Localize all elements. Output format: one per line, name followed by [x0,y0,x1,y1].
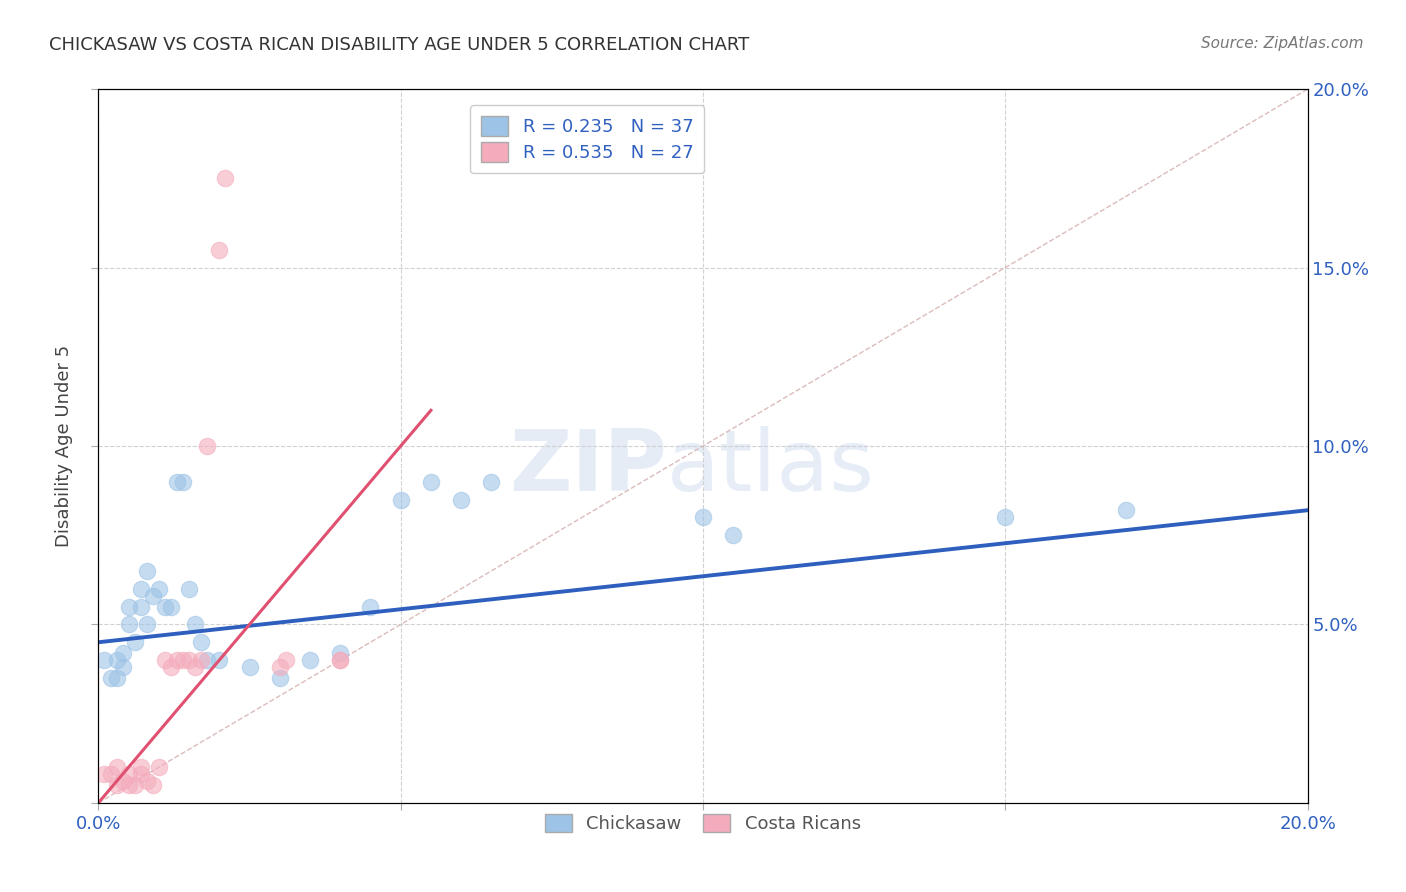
Point [450,492,472,507]
Point [153,653,176,667]
Point [118,778,141,792]
Point [692,510,714,524]
Point [124,778,146,792]
Point [723,528,745,542]
Point [195,653,218,667]
Point [195,439,218,453]
Legend: Chickasaw, Costa Ricans: Chickasaw, Costa Ricans [537,806,869,840]
Text: ZIP: ZIP [509,425,666,509]
Point [100,671,122,685]
Point [299,653,322,667]
Point [118,617,141,632]
Point [118,599,141,614]
Point [329,646,352,660]
Point [329,653,352,667]
Point [166,475,188,489]
Point [160,599,183,614]
Point [135,564,157,578]
Point [214,171,236,186]
Point [142,778,165,792]
Point [172,475,194,489]
Point [118,767,141,781]
Point [190,635,212,649]
Point [184,660,207,674]
Point [129,760,152,774]
Point [994,510,1017,524]
Point [360,599,382,614]
Point [100,767,122,781]
Point [124,635,146,649]
Point [329,653,352,667]
Point [105,653,128,667]
Text: CHICKASAW VS COSTA RICAN DISABILITY AGE UNDER 5 CORRELATION CHART: CHICKASAW VS COSTA RICAN DISABILITY AGE … [49,36,749,54]
Point [111,774,134,789]
Point [153,599,176,614]
Point [389,492,412,507]
Point [93,653,115,667]
Point [160,660,183,674]
Point [129,582,152,596]
Point [135,617,157,632]
Point [481,475,503,489]
Point [148,582,170,596]
Point [93,767,115,781]
Point [172,653,194,667]
Point [105,778,128,792]
Point [129,767,152,781]
Point [269,671,291,685]
Point [179,653,201,667]
Y-axis label: Disability Age Under 5: Disability Age Under 5 [55,345,73,547]
Point [166,653,188,667]
Point [148,760,170,774]
Point [190,653,212,667]
Point [111,660,134,674]
Point [208,243,231,257]
Point [420,475,443,489]
Point [269,660,291,674]
Point [208,653,231,667]
Point [274,653,297,667]
Point [129,599,152,614]
Text: atlas: atlas [666,425,875,509]
Point [105,671,128,685]
Point [135,774,157,789]
Point [105,760,128,774]
Text: Source: ZipAtlas.com: Source: ZipAtlas.com [1201,36,1364,51]
Point [179,582,201,596]
Point [1115,503,1137,517]
Point [184,617,207,632]
Point [142,589,165,603]
Point [111,646,134,660]
Point [239,660,262,674]
